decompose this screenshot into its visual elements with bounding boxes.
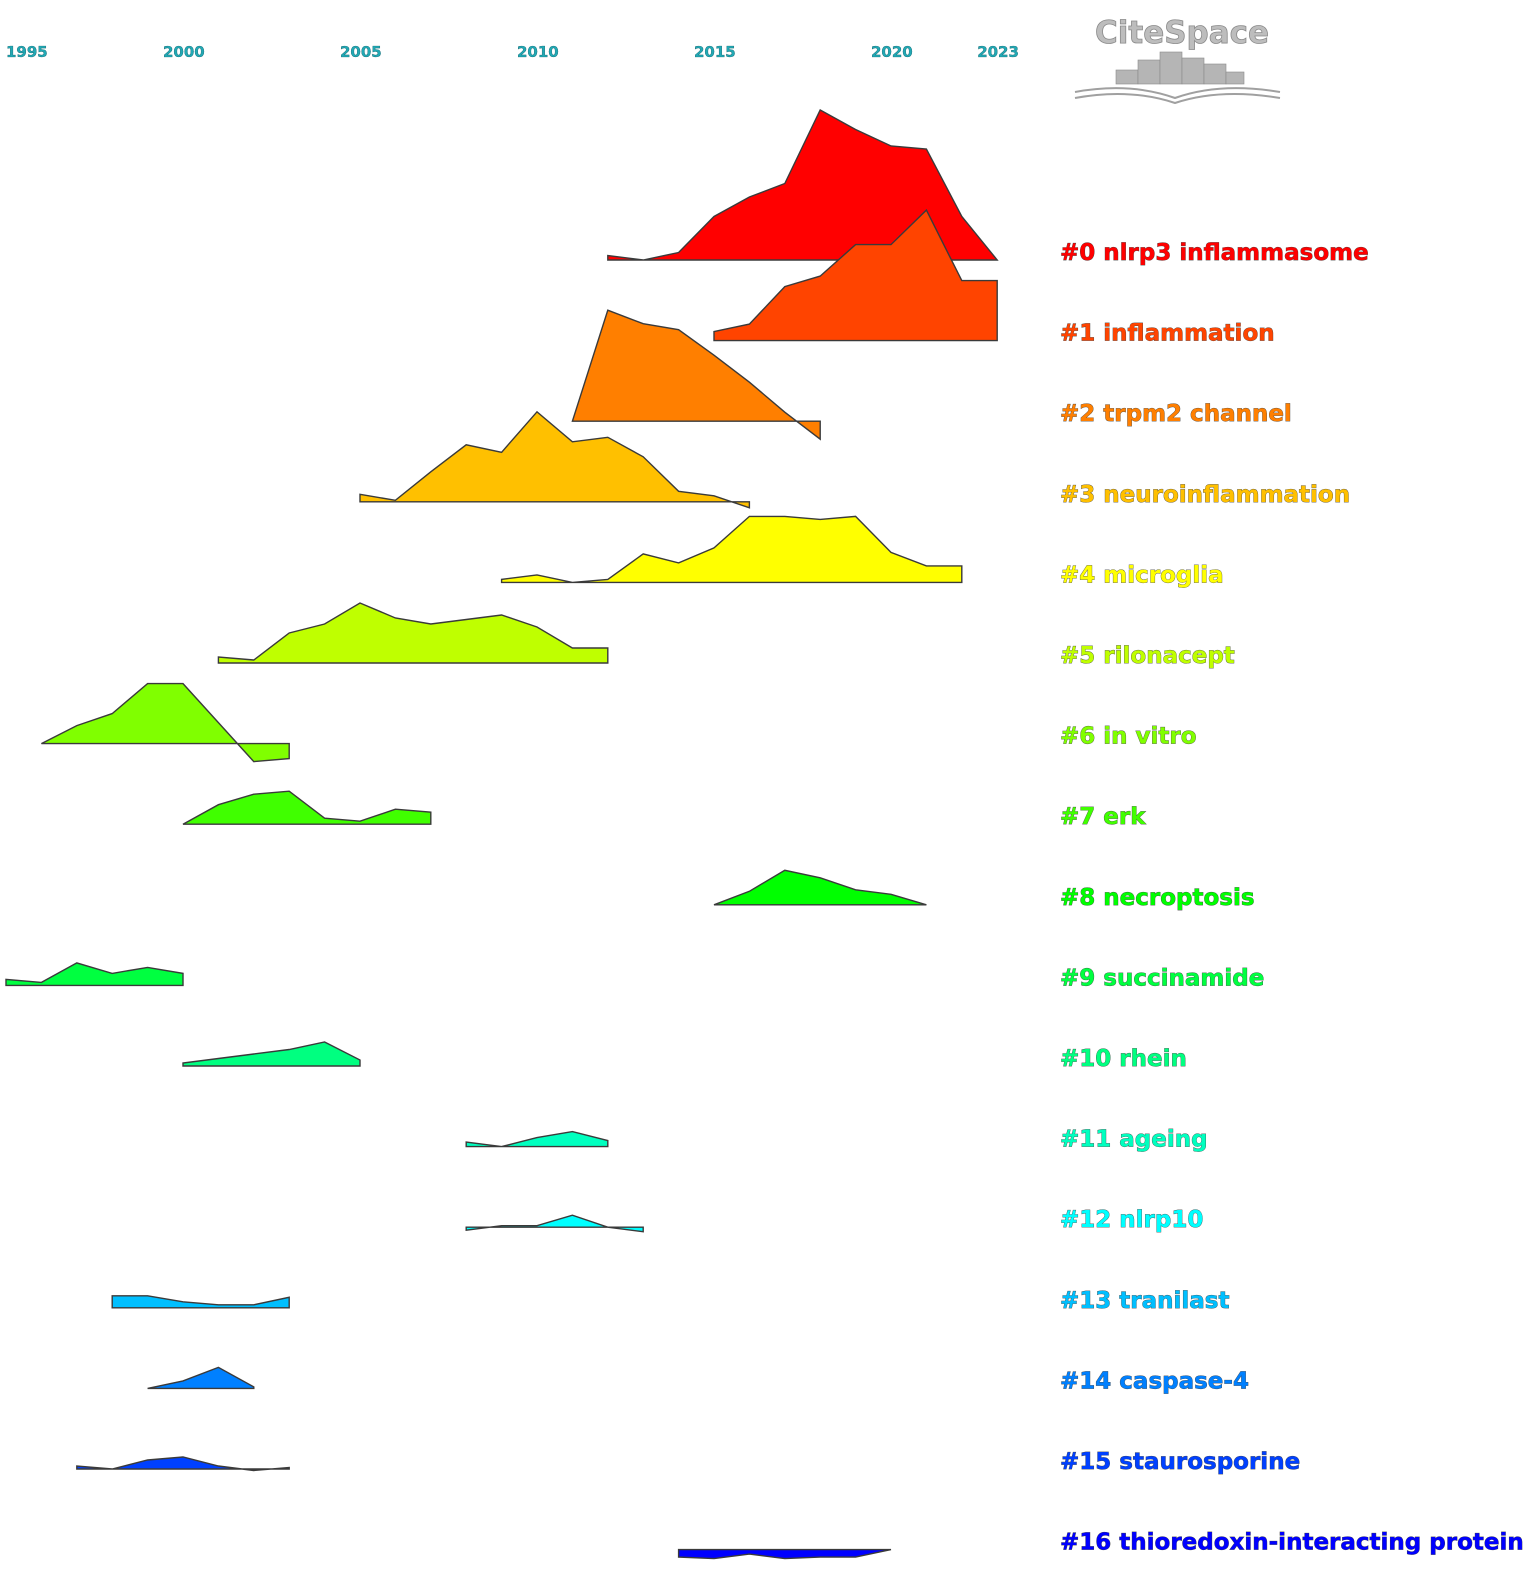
cluster-label-1: #1 inflammation (1060, 321, 1275, 347)
cluster-label-12: #12 nlrp10 (1060, 1207, 1203, 1233)
cluster-area-4 (500, 515, 963, 584)
cluster-label-9: #9 succinamide (1060, 965, 1264, 991)
cluster-label-6: #6 in vitro (1060, 724, 1197, 750)
cluster-area-6 (41, 682, 290, 763)
cluster-areas (5, 109, 999, 1560)
cluster-label-2: #2 trpm2 channel (1060, 401, 1292, 427)
cluster-area-2 (571, 309, 821, 441)
x-axis-ticks: 1995 2000 2005 2010 2015 2020 2023 (6, 43, 1019, 61)
cluster-area-5 (217, 602, 609, 664)
cluster-label-0: #0 nlrp3 inflammasome (1060, 240, 1369, 266)
cluster-area-11 (465, 1130, 609, 1148)
cluster-area-3 (359, 410, 751, 509)
x-tick-label: 2020 (871, 43, 913, 61)
x-tick-label: 2023 (977, 43, 1019, 61)
cluster-area-0 (607, 109, 999, 261)
x-tick-label: 2010 (517, 43, 559, 61)
cluster-label-10: #10 rhein (1060, 1046, 1187, 1072)
cluster-area-8 (713, 869, 927, 906)
cluster-label-3: #3 neuroinflammation (1060, 482, 1350, 508)
cluster-label-16: #16 thioredoxin-interacting protein (1060, 1530, 1524, 1556)
cluster-labels: #0 nlrp3 inflammasome #1 inflammation #2 t… (1060, 240, 1524, 1556)
cluster-area-7 (182, 790, 432, 825)
cluster-area-9 (5, 962, 184, 987)
cluster-area-14 (147, 1366, 255, 1390)
cluster-label-14: #14 caspase-4 (1060, 1368, 1249, 1394)
cluster-label-5: #5 rilonacept (1060, 643, 1235, 669)
cluster-label-11: #11 ageing (1060, 1127, 1208, 1153)
cluster-label-15: #15 staurosporine (1060, 1449, 1300, 1475)
x-tick-label: 2015 (694, 43, 736, 61)
cluster-area-1 (713, 208, 998, 342)
logo-book-icon (1074, 87, 1281, 105)
logo-bars-icon (1115, 51, 1245, 85)
x-tick-label: 2005 (340, 43, 382, 61)
cluster-area-15 (76, 1456, 290, 1472)
citespace-logo: CiteSpace (1074, 15, 1281, 105)
x-tick-label: 1995 (6, 43, 48, 61)
cluster-area-10 (182, 1041, 361, 1067)
cluster-area-12 (465, 1214, 644, 1233)
x-tick-label: 2000 (163, 43, 205, 61)
cluster-label-8: #8 necroptosis (1060, 885, 1255, 911)
cluster-area-13 (111, 1295, 290, 1309)
cluster-area-16 (677, 1548, 892, 1560)
cluster-label-4: #4 microglia (1060, 562, 1224, 588)
cluster-label-7: #7 erk (1060, 804, 1146, 830)
cluster-label-13: #13 tranilast (1060, 1288, 1230, 1314)
logo-text: CiteSpace (1095, 15, 1269, 51)
